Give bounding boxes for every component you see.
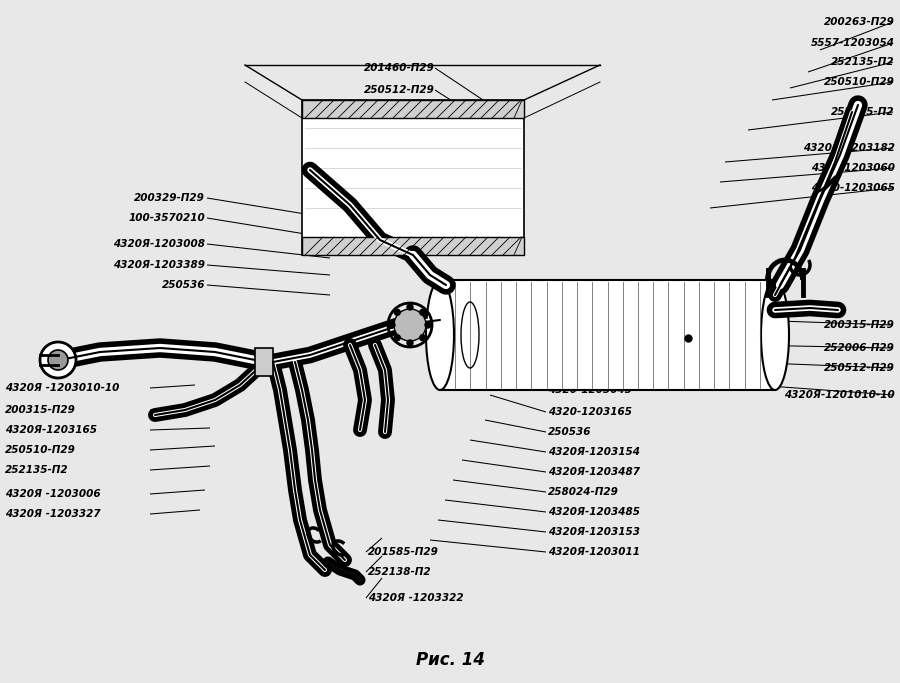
- Text: 4320Я-1201010-10: 4320Я-1201010-10: [784, 390, 895, 400]
- Circle shape: [419, 309, 426, 316]
- Text: 4320Я-1203011: 4320Я-1203011: [548, 547, 640, 557]
- Circle shape: [40, 342, 76, 378]
- FancyBboxPatch shape: [440, 280, 775, 390]
- Text: 252135-П2: 252135-П2: [832, 57, 895, 67]
- Text: 250536: 250536: [161, 280, 205, 290]
- FancyBboxPatch shape: [302, 100, 524, 255]
- Text: 4320Я -1203006: 4320Я -1203006: [5, 489, 101, 499]
- FancyBboxPatch shape: [255, 348, 273, 376]
- Text: 4320Я-1203154: 4320Я-1203154: [548, 447, 640, 457]
- Text: 252138-П2: 252138-П2: [368, 567, 432, 577]
- Text: 250510-П29: 250510-П29: [824, 77, 895, 87]
- Text: 250512-П29: 250512-П29: [824, 363, 895, 373]
- Text: 4320-1203165: 4320-1203165: [548, 407, 632, 417]
- Text: 252006-П29: 252006-П29: [824, 343, 895, 353]
- Text: 250536: 250536: [548, 427, 591, 437]
- Text: 4320Я-1203008: 4320Я-1203008: [113, 239, 205, 249]
- Text: 252136-П2: 252136-П2: [372, 105, 435, 115]
- Circle shape: [425, 322, 431, 328]
- Ellipse shape: [761, 280, 789, 390]
- Text: Рис. 14: Рис. 14: [416, 651, 484, 669]
- FancyBboxPatch shape: [302, 237, 524, 255]
- Text: 258024-П29: 258024-П29: [548, 487, 619, 497]
- FancyBboxPatch shape: [302, 100, 524, 118]
- Text: 4320Я-1203485: 4320Я-1203485: [548, 507, 640, 517]
- Text: 4320-1203043: 4320-1203043: [548, 385, 632, 395]
- Text: 4320Я -1203327: 4320Я -1203327: [5, 509, 101, 519]
- Text: 4320Я-1203389: 4320Я-1203389: [113, 260, 205, 270]
- Text: 201460-П29: 201460-П29: [364, 63, 435, 73]
- Text: 4320Я-1203165: 4320Я-1203165: [5, 425, 97, 435]
- Circle shape: [394, 309, 426, 341]
- Circle shape: [407, 340, 413, 346]
- Text: 4320Я-1203182: 4320Я-1203182: [803, 143, 895, 153]
- Circle shape: [407, 304, 413, 310]
- Text: 200315-П29: 200315-П29: [5, 405, 76, 415]
- Text: 4320Я -1203010-10: 4320Я -1203010-10: [5, 383, 120, 393]
- Circle shape: [394, 309, 400, 316]
- Text: 4320-1203060: 4320-1203060: [811, 163, 895, 173]
- Text: 252006-П29: 252006-П29: [364, 127, 435, 137]
- Ellipse shape: [426, 280, 454, 390]
- Text: 200263-П29: 200263-П29: [824, 17, 895, 27]
- Circle shape: [389, 322, 395, 328]
- Circle shape: [48, 350, 68, 370]
- Text: 200329-П29: 200329-П29: [134, 193, 205, 203]
- Text: 201585-П29: 201585-П29: [368, 547, 439, 557]
- Text: 250510-П29: 250510-П29: [5, 445, 76, 455]
- Text: 100-3570210: 100-3570210: [128, 213, 205, 223]
- Text: 4320Я -1203322: 4320Я -1203322: [368, 593, 464, 603]
- Text: 5557-1203054: 5557-1203054: [811, 38, 895, 48]
- Text: 4320-1203065: 4320-1203065: [811, 183, 895, 193]
- Text: 4320Я-1203153: 4320Я-1203153: [548, 527, 640, 537]
- Text: 4320Я-1203487: 4320Я-1203487: [548, 467, 640, 477]
- Text: 200315-П29: 200315-П29: [824, 320, 895, 330]
- Text: 250512-П29: 250512-П29: [364, 85, 435, 95]
- Text: 252135-П2: 252135-П2: [5, 465, 68, 475]
- Circle shape: [419, 335, 426, 341]
- Circle shape: [394, 335, 400, 341]
- Text: 252135-П2: 252135-П2: [832, 107, 895, 117]
